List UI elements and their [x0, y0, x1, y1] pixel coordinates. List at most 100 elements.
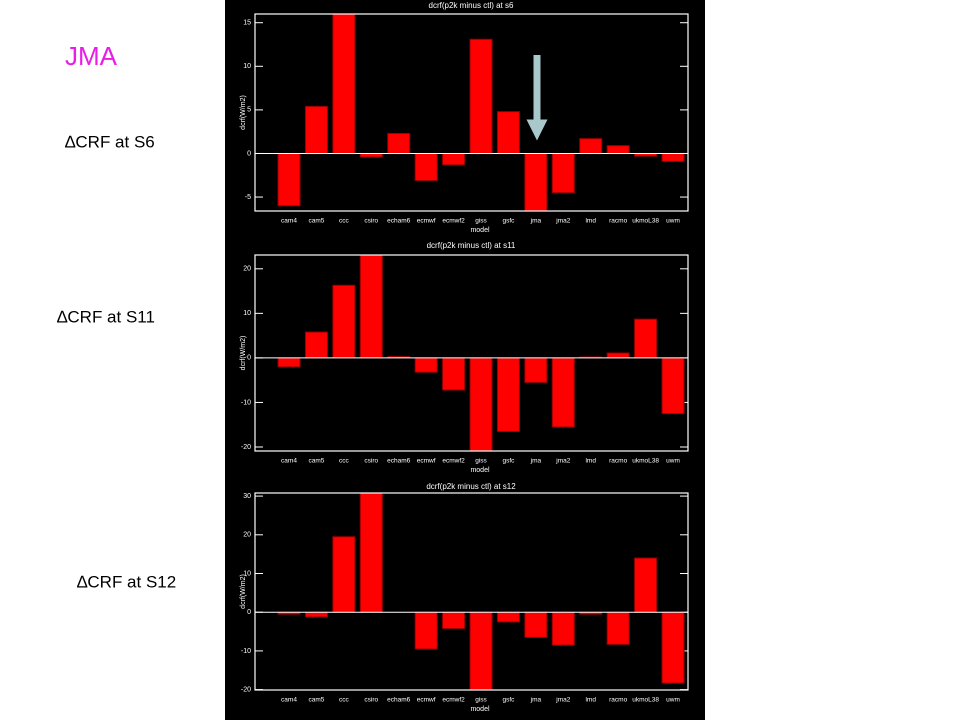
bar: [442, 611, 466, 629]
slide-label: ∆CRF at S12: [77, 572, 176, 591]
bar: [524, 152, 548, 211]
bar: [634, 557, 658, 613]
x-tick-label: lmd: [585, 697, 596, 704]
x-tick-label: ecmwf: [417, 458, 436, 465]
x-tick-label: racmo: [609, 218, 627, 225]
y-tick-label: -10: [241, 399, 251, 406]
plot-frame: [254, 254, 689, 452]
bar: [304, 331, 328, 359]
annotation: S6: [595, 59, 616, 78]
x-tick-label: giss: [475, 458, 487, 465]
bar: [551, 152, 575, 194]
chart-title: dcrf(p2k minus ctl) at s12: [426, 482, 516, 491]
x-tick-label: jma: [530, 458, 542, 465]
x-tick-label: jma: [530, 697, 542, 704]
annotation: S11: [610, 276, 639, 295]
y-tick-label: 15: [243, 20, 251, 27]
y-tick-label: 10: [243, 570, 251, 577]
bar: [359, 152, 383, 158]
x-tick-label: cam5: [308, 697, 324, 704]
y-tick-label: -5: [245, 194, 251, 201]
x-tick-label: ccc: [339, 218, 350, 225]
y-axis-label: dcrf(W/m2): [240, 574, 247, 609]
y-tick-label: 5: [247, 107, 251, 114]
bar: [661, 152, 685, 162]
x-tick-label: csiro: [364, 218, 378, 225]
x-tick-label: jma2: [555, 697, 570, 704]
y-tick-label: 20: [243, 266, 251, 273]
x-tick-label: csiro: [364, 458, 378, 465]
plot-frame: [254, 492, 689, 691]
bar: [442, 152, 466, 166]
bar: [304, 105, 328, 154]
x-tick-label: racmo: [609, 697, 627, 704]
x-tick-label: csiro: [364, 697, 378, 704]
bar: [332, 536, 356, 613]
annotation: S12: [610, 506, 640, 525]
bar: [496, 111, 520, 154]
y-tick-label: -20: [241, 686, 251, 693]
x-tick-label: ukmoL38: [632, 458, 659, 465]
bar: [551, 357, 575, 428]
plot-frame: [254, 13, 689, 212]
chart-title: dcrf(p2k minus ctl) at s11: [427, 241, 516, 250]
x-tick-label: cam5: [308, 218, 324, 225]
slide-label: ∆CRF at S6: [65, 132, 155, 151]
bar: [414, 357, 438, 373]
x-tick-label: echam6: [387, 697, 411, 704]
bar: [277, 152, 301, 207]
x-tick-label: ccc: [339, 697, 350, 704]
bar: [469, 357, 493, 451]
x-tick-label: ecmwf2: [442, 458, 465, 465]
bar: [661, 357, 685, 415]
bar: [524, 611, 548, 638]
bar: [414, 152, 438, 181]
x-tick-label: gsfc: [502, 458, 515, 465]
bar: [661, 611, 685, 684]
bar: [496, 357, 520, 432]
x-tick-label: ecmwf2: [442, 218, 465, 225]
y-tick-label: 0: [247, 355, 251, 362]
x-tick-label: cam4: [281, 218, 297, 225]
bar: [524, 357, 548, 383]
x-tick-label: uwm: [666, 458, 680, 465]
y-tick-label: 10: [243, 310, 251, 317]
bar: [469, 611, 493, 690]
slide-label: ∆CRF at S11: [57, 307, 155, 326]
x-tick-label: giss: [475, 218, 487, 225]
bar: [387, 132, 411, 154]
x-tick-label: giss: [475, 697, 487, 704]
y-tick-label: -10: [241, 648, 251, 655]
y-tick-label: 0: [247, 150, 251, 157]
x-tick-label: ecmwf2: [442, 697, 465, 704]
x-tick-label: cam5: [308, 458, 324, 465]
x-tick-label: jma2: [555, 218, 570, 225]
x-tick-label: lmd: [585, 458, 596, 465]
bar: [332, 14, 356, 154]
bar: [579, 138, 603, 154]
y-tick-label: 10: [243, 63, 251, 70]
x-tick-label: ecmwf: [417, 218, 436, 225]
plot-area: [277, 14, 685, 211]
y-tick-label: 20: [243, 532, 251, 539]
x-tick-label: uwm: [666, 218, 680, 225]
x-axis-label: model: [470, 706, 490, 713]
bar: [414, 611, 438, 650]
x-axis-label: model: [470, 227, 490, 234]
y-axis-label: dcrf(W/m2): [240, 95, 247, 130]
bar: [332, 284, 356, 359]
bar: [634, 318, 658, 359]
y-tick-label: -20: [241, 444, 251, 451]
bar: [469, 38, 493, 154]
x-tick-label: jma: [530, 218, 542, 225]
x-tick-label: ecmwf: [417, 697, 436, 704]
bar: [442, 357, 466, 391]
bar: [359, 255, 383, 359]
bar: [359, 493, 383, 613]
bar: [606, 352, 630, 359]
x-tick-label: cam4: [281, 458, 297, 465]
x-tick-label: echam6: [387, 218, 411, 225]
chart-title: dcrf(p2k minus ctl) at s6: [429, 1, 514, 10]
